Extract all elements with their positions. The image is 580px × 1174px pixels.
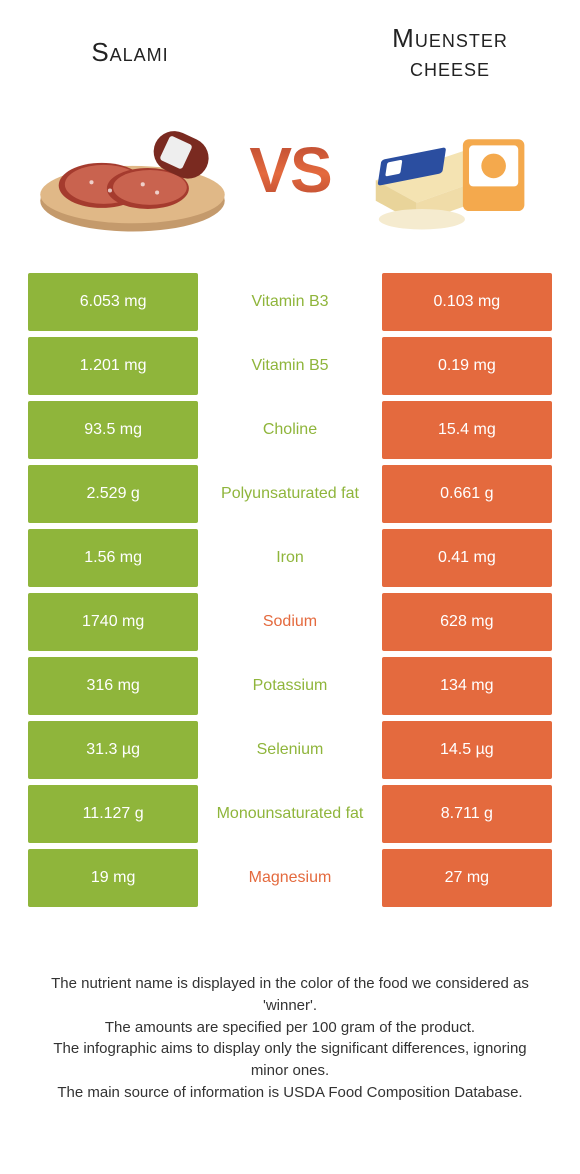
- nutrient-label-cell: Iron: [202, 529, 377, 587]
- nutrient-label-cell: Monounsaturated fat: [202, 785, 377, 843]
- table-row: 316 mgPotassium134 mg: [28, 657, 552, 715]
- footer-notes: The nutrient name is displayed in the co…: [0, 913, 580, 1104]
- table-row: 19 mgMagnesium27 mg: [28, 849, 552, 907]
- left-value-cell: 31.3 µg: [28, 721, 198, 779]
- right-value-cell: 0.41 mg: [382, 529, 552, 587]
- nutrient-label-cell: Selenium: [202, 721, 377, 779]
- vs-label: VS: [249, 133, 330, 207]
- nutrient-label-cell: Sodium: [202, 593, 377, 651]
- footer-line: The nutrient name is displayed in the co…: [36, 973, 544, 1017]
- footer-line: The main source of information is USDA F…: [36, 1082, 544, 1104]
- left-value-cell: 11.127 g: [28, 785, 198, 843]
- left-value-cell: 93.5 mg: [28, 401, 198, 459]
- right-value-cell: 27 mg: [382, 849, 552, 907]
- left-food-title: Salami: [30, 38, 230, 67]
- table-row: 11.127 gMonounsaturated fat8.711 g: [28, 785, 552, 843]
- right-value-cell: 134 mg: [382, 657, 552, 715]
- cheese-image: [345, 95, 550, 245]
- right-value-cell: 0.661 g: [382, 465, 552, 523]
- left-value-cell: 316 mg: [28, 657, 198, 715]
- footer-line: The amounts are specified per 100 gram o…: [36, 1017, 544, 1039]
- comparison-table: 6.053 mgVitamin B30.103 mg 1.201 mgVitami…: [24, 267, 556, 913]
- table-row: 2.529 gPolyunsaturated fat0.661 g: [28, 465, 552, 523]
- table-row: 31.3 µgSelenium14.5 µg: [28, 721, 552, 779]
- nutrient-label-cell: Polyunsaturated fat: [202, 465, 377, 523]
- right-value-cell: 0.19 mg: [382, 337, 552, 395]
- table-row: 1740 mgSodium628 mg: [28, 593, 552, 651]
- left-value-cell: 19 mg: [28, 849, 198, 907]
- nutrient-label-cell: Vitamin B5: [202, 337, 377, 395]
- table-row: 6.053 mgVitamin B30.103 mg: [28, 273, 552, 331]
- right-value-cell: 8.711 g: [382, 785, 552, 843]
- left-value-cell: 1740 mg: [28, 593, 198, 651]
- left-value-cell: 1.201 mg: [28, 337, 198, 395]
- right-value-cell: 0.103 mg: [382, 273, 552, 331]
- table-body: 6.053 mgVitamin B30.103 mg 1.201 mgVitami…: [28, 273, 552, 907]
- header: Salami Muenster cheese: [0, 0, 580, 89]
- right-value-cell: 14.5 µg: [382, 721, 552, 779]
- table-row: 1.201 mgVitamin B50.19 mg: [28, 337, 552, 395]
- right-value-cell: 628 mg: [382, 593, 552, 651]
- images-row: VS: [0, 89, 580, 267]
- left-value-cell: 1.56 mg: [28, 529, 198, 587]
- nutrient-label-cell: Magnesium: [202, 849, 377, 907]
- nutrient-label-cell: Choline: [202, 401, 377, 459]
- footer-line: The infographic aims to display only the…: [36, 1038, 544, 1082]
- table-row: 1.56 mgIron0.41 mg: [28, 529, 552, 587]
- table-row: 93.5 mgCholine15.4 mg: [28, 401, 552, 459]
- salami-image: [30, 95, 235, 245]
- nutrient-label-cell: Vitamin B3: [202, 273, 377, 331]
- right-food-title: Muenster cheese: [350, 24, 550, 81]
- right-value-cell: 15.4 mg: [382, 401, 552, 459]
- left-value-cell: 2.529 g: [28, 465, 198, 523]
- left-value-cell: 6.053 mg: [28, 273, 198, 331]
- nutrient-label-cell: Potassium: [202, 657, 377, 715]
